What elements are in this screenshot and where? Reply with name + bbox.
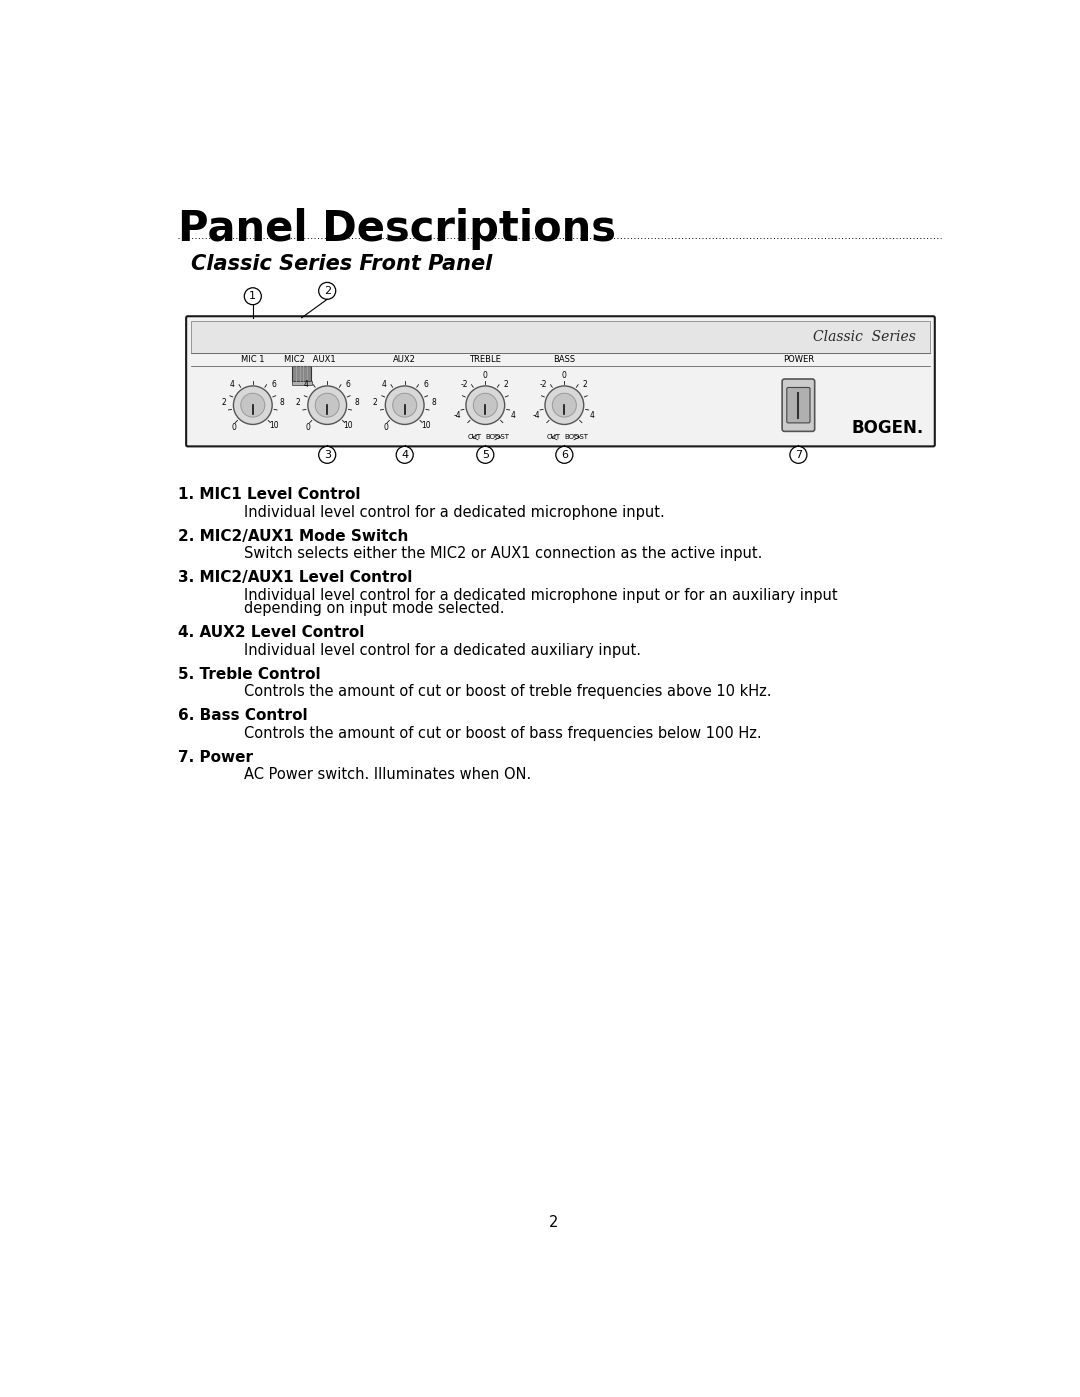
Text: 8: 8	[432, 398, 436, 407]
Text: 2: 2	[583, 380, 588, 388]
Text: BOOST: BOOST	[565, 434, 589, 440]
Bar	[292, 381, 312, 384]
Circle shape	[244, 288, 261, 305]
Bar	[191, 321, 930, 353]
Text: MIC2   AUX1: MIC2 AUX1	[284, 355, 335, 363]
Text: 8: 8	[354, 398, 359, 407]
Circle shape	[233, 386, 272, 425]
Circle shape	[545, 386, 583, 425]
Text: Panel Descriptions: Panel Descriptions	[177, 208, 616, 250]
Text: 2: 2	[549, 1215, 558, 1229]
Text: 0: 0	[231, 423, 237, 432]
Text: Classic  Series: Classic Series	[813, 330, 916, 344]
FancyBboxPatch shape	[786, 387, 810, 423]
Text: 10: 10	[343, 422, 353, 430]
Text: Switch selects either the MIC2 or AUX1 connection as the active input.: Switch selects either the MIC2 or AUX1 c…	[243, 546, 761, 562]
Text: Individual level control for a dedicated microphone input.: Individual level control for a dedicated…	[243, 504, 664, 520]
Text: Controls the amount of cut or boost of treble frequencies above 10 kHz.: Controls the amount of cut or boost of t…	[243, 685, 771, 700]
Circle shape	[476, 447, 494, 464]
Text: BASS: BASS	[553, 355, 576, 363]
Text: 6. Bass Control: 6. Bass Control	[177, 708, 307, 724]
Circle shape	[396, 447, 414, 464]
Text: 10: 10	[269, 422, 279, 430]
Text: 5. Treble Control: 5. Treble Control	[177, 666, 321, 682]
Circle shape	[552, 393, 577, 418]
Text: BOGEN.: BOGEN.	[852, 419, 924, 437]
FancyBboxPatch shape	[186, 316, 935, 447]
Text: -4: -4	[532, 411, 540, 419]
FancyBboxPatch shape	[782, 379, 814, 432]
Text: BOOST: BOOST	[486, 434, 510, 440]
Text: 4: 4	[230, 380, 234, 388]
Text: 1: 1	[249, 291, 256, 302]
Text: 10: 10	[421, 422, 430, 430]
Text: 4. AUX2 Level Control: 4. AUX2 Level Control	[177, 624, 364, 640]
Text: 6: 6	[346, 380, 351, 388]
Text: 0: 0	[306, 423, 311, 432]
Text: AC Power switch. Illuminates when ON.: AC Power switch. Illuminates when ON.	[243, 767, 530, 782]
Circle shape	[473, 393, 497, 418]
Text: 8: 8	[280, 398, 284, 407]
Text: 0: 0	[483, 372, 488, 380]
Text: AUX2: AUX2	[393, 355, 416, 363]
Text: -4: -4	[454, 411, 461, 419]
Text: 1. MIC1 Level Control: 1. MIC1 Level Control	[177, 488, 360, 502]
Text: TREBLE: TREBLE	[470, 355, 501, 363]
Circle shape	[393, 393, 417, 418]
Circle shape	[319, 282, 336, 299]
Text: 2: 2	[221, 398, 226, 407]
Text: 7: 7	[795, 450, 802, 460]
Text: 3: 3	[324, 450, 330, 460]
Text: 5: 5	[482, 450, 489, 460]
Text: MIC 1: MIC 1	[241, 355, 265, 363]
Text: 2: 2	[296, 398, 300, 407]
Text: -2: -2	[540, 380, 548, 388]
Text: CUT: CUT	[546, 434, 561, 440]
Text: 2: 2	[373, 398, 378, 407]
Text: POWER: POWER	[783, 355, 814, 363]
Circle shape	[241, 393, 265, 418]
Circle shape	[315, 393, 339, 418]
Circle shape	[386, 386, 424, 425]
Text: 3. MIC2/AUX1 Level Control: 3. MIC2/AUX1 Level Control	[177, 570, 411, 585]
Text: Individual level control for a dedicated auxiliary input.: Individual level control for a dedicated…	[243, 643, 640, 658]
Circle shape	[789, 447, 807, 464]
Text: -2: -2	[461, 380, 469, 388]
Text: 6: 6	[423, 380, 428, 388]
Text: 6: 6	[271, 380, 276, 388]
Text: Classic Series Front Panel: Classic Series Front Panel	[191, 254, 492, 274]
Circle shape	[556, 447, 572, 464]
Text: 6: 6	[561, 450, 568, 460]
Bar	[293, 366, 311, 381]
Circle shape	[465, 386, 504, 425]
Text: depending on input mode selected.: depending on input mode selected.	[243, 601, 504, 616]
Text: Controls the amount of cut or boost of bass frequencies below 100 Hz.: Controls the amount of cut or boost of b…	[243, 726, 761, 740]
Text: 2: 2	[324, 286, 330, 296]
Text: 0: 0	[562, 372, 567, 380]
Text: 4: 4	[401, 450, 408, 460]
Text: 0: 0	[383, 423, 388, 432]
Text: 2: 2	[503, 380, 509, 388]
Text: 7. Power: 7. Power	[177, 750, 253, 764]
Text: 2. MIC2/AUX1 Mode Switch: 2. MIC2/AUX1 Mode Switch	[177, 529, 408, 543]
Circle shape	[319, 447, 336, 464]
Text: 4: 4	[303, 380, 309, 388]
Text: 4: 4	[381, 380, 387, 388]
Circle shape	[308, 386, 347, 425]
Text: CUT: CUT	[468, 434, 482, 440]
Text: 4: 4	[590, 411, 594, 419]
Text: 4: 4	[511, 411, 515, 419]
Text: Individual level control for a dedicated microphone input or for an auxiliary in: Individual level control for a dedicated…	[243, 588, 837, 604]
